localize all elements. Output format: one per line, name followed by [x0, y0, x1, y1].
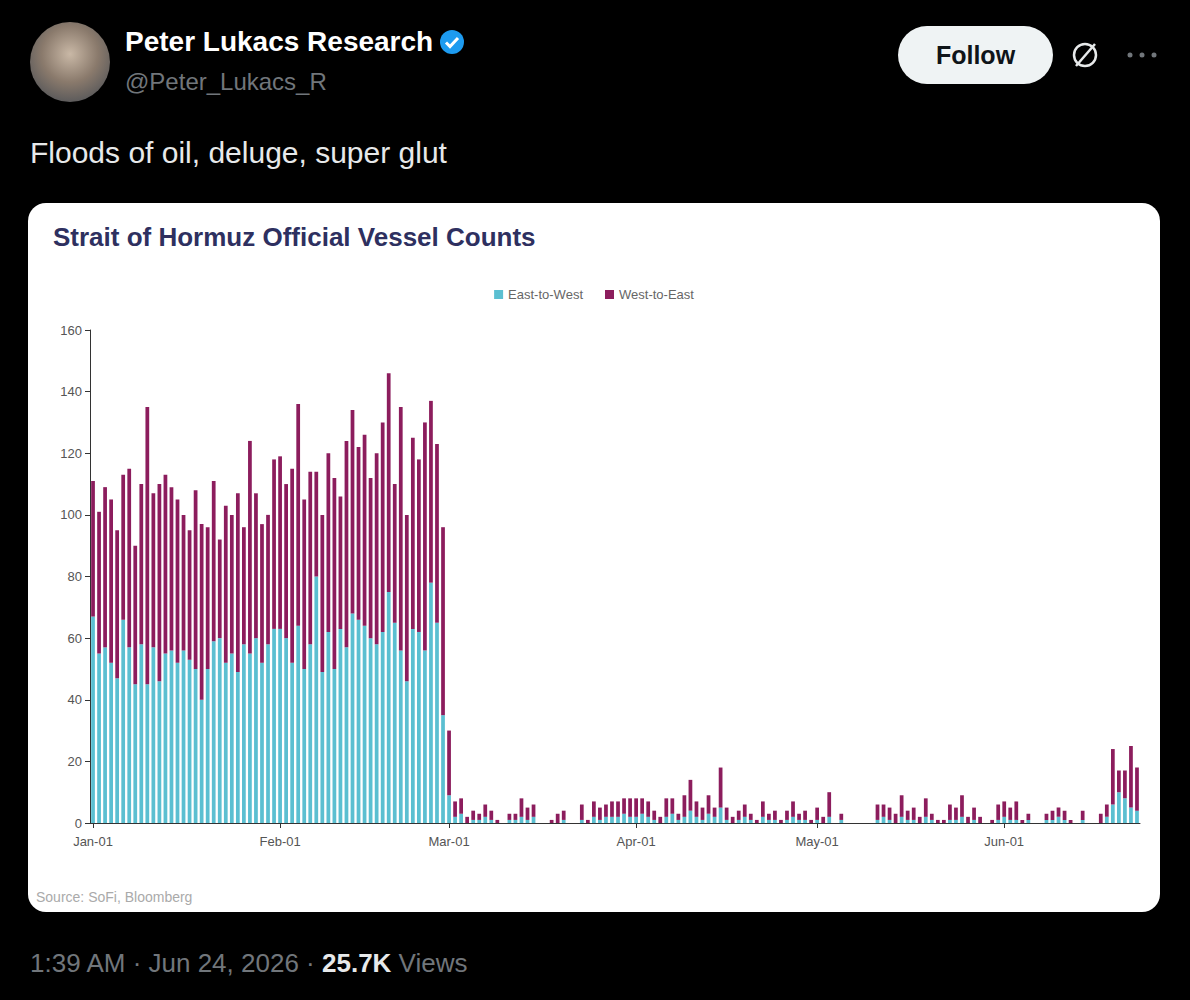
- svg-text:60: 60: [68, 631, 82, 646]
- svg-text:0: 0: [75, 816, 82, 831]
- html-text:1:39 AM · Jun 24, 2026 · 25.7K: 1:39 AM · Jun 24, 2026 · 25.7K Views: [30, 948, 468, 978]
- svg-text:Strait of Hormuz Official Vess: Strait of Hormuz Official Vessel Counts: [53, 222, 536, 252]
- svg-text:Jun-01: Jun-01: [984, 834, 1024, 849]
- svg-text:Feb-01: Feb-01: [259, 834, 300, 849]
- svg-text:140: 140: [60, 384, 82, 399]
- html-text:Follow: Follow: [935, 41, 1016, 69]
- svg-text:East-to-West: East-to-West: [508, 287, 583, 302]
- svg-text:100: 100: [60, 507, 82, 522]
- svg-text:160: 160: [60, 323, 82, 338]
- svg-text:Mar-01: Mar-01: [428, 834, 469, 849]
- svg-text:Apr-01: Apr-01: [617, 834, 656, 849]
- svg-text:Jan-01: Jan-01: [73, 834, 113, 849]
- svg-text:20: 20: [68, 754, 82, 769]
- svg-text:May-01: May-01: [795, 834, 838, 849]
- html-text:@Peter_Lukacs_R: @Peter_Lukacs_R: [125, 68, 327, 95]
- html-text:Floods of oil, deluge, super g: Floods of oil, deluge, super glut: [30, 136, 447, 169]
- html-text:Peter Lukacs Research: Peter Lukacs Research: [125, 26, 434, 57]
- svg-text:120: 120: [60, 446, 82, 461]
- svg-text:40: 40: [68, 692, 82, 707]
- svg-text:80: 80: [68, 569, 82, 584]
- svg-text:West-to-East: West-to-East: [619, 287, 694, 302]
- svg-text:Source: SoFi, Bloomberg: Source: SoFi, Bloomberg: [36, 889, 192, 905]
